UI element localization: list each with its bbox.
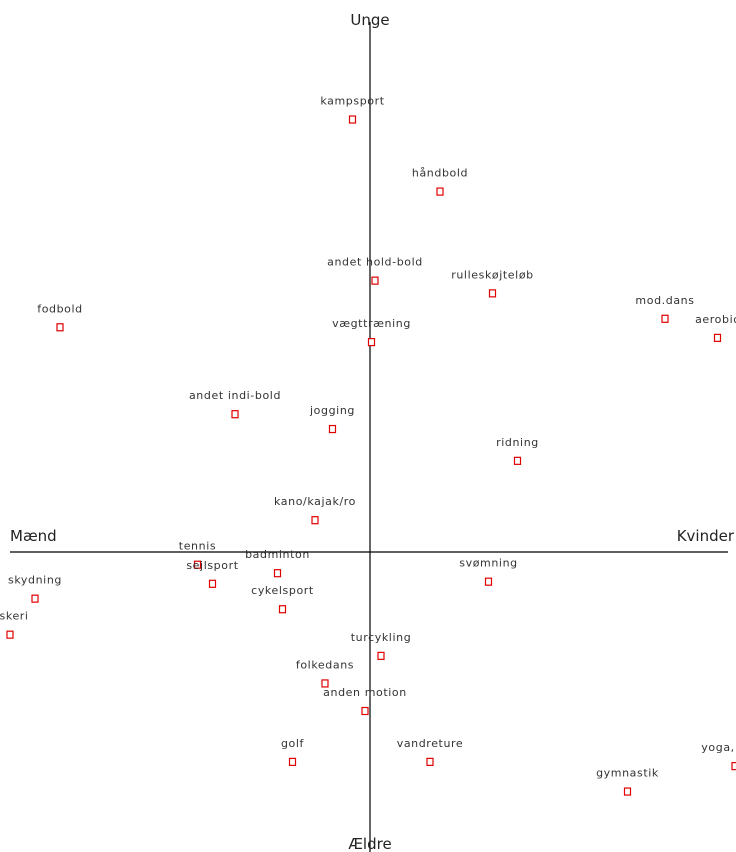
point-marker [193,560,202,569]
point-label: rulleskøjteløb [451,268,534,281]
point-marker [311,516,319,525]
point-label: folkedans [296,658,354,671]
point-marker [56,323,64,332]
point-gymnastik: gymnastik [596,767,659,796]
point-label: mod.dans [635,294,694,307]
point-marker [361,706,369,716]
point-ridning: ridning [496,436,539,465]
points-layer: kampsport håndbold andet hold-bold rulleskø… [0,95,736,796]
point-marker [273,569,282,578]
point-svømning: svømning [459,557,517,586]
point-aerobic: aerobic [695,313,736,342]
point-label: gymnastik [596,767,659,780]
point-marker [488,289,497,298]
axis-label-top: Unge [350,11,389,29]
point-label: fiskeri [0,610,29,623]
point-kampsport: kampsport [320,95,384,124]
point-label: svømning [459,557,517,570]
point-marker [231,410,239,419]
point-andet-hold-bold: andet hold-bold [327,256,423,285]
point-marker [371,276,379,285]
point-fodbold: fodbold [37,302,83,332]
point-marker [328,424,337,434]
point-marker [623,787,632,796]
point-anden-motion: anden motion [323,686,407,716]
point-marker [484,577,493,586]
point-golf: golf [281,737,305,766]
point-label: jogging [309,404,355,417]
point-sejlsport: sejlsport [186,559,238,588]
point-tennis: tennis [179,540,216,569]
point-label: andet hold-bold [327,256,423,269]
point-marker [426,757,434,766]
point-jogging: jogging [309,404,355,434]
point-label: anden motion [323,686,407,699]
point-label: ridning [496,436,539,449]
point-label: andet indi-bold [189,389,281,402]
point-vandreture: vandreture [397,737,464,766]
point-yoga-afsp: yoga, afsp. [701,741,736,771]
point-marker [367,338,376,347]
point-label: badminton [245,548,310,561]
point-label: vægttræning [332,317,411,330]
point-marker [436,187,444,196]
point-kano-kajak-ro: kano/kajak/ro [274,495,356,525]
point-label: tennis [179,540,216,553]
point-fiskeri: fiskeri [0,610,29,639]
point-label: cykelsport [251,584,314,597]
point-badminton: badminton [245,548,310,578]
point-label: skydning [8,574,62,587]
point-andet-indi-bold: andet indi-bold [189,389,281,419]
point-turcykling: turcykling [351,631,412,660]
axis-label-right: Kvinder [677,527,735,545]
point-folkedans: folkedans [296,658,354,688]
point-marker [288,757,297,766]
point-label: yoga, afsp. [701,741,736,754]
point-label: golf [281,737,305,750]
point-label: kampsport [320,95,384,108]
point-label: vandreture [397,737,464,750]
point-label: fodbold [37,302,83,315]
point-rulleskøjteløb: rulleskøjteløb [451,268,534,298]
point-label: kano/kajak/ro [274,495,356,508]
point-marker [348,115,357,124]
point-marker [377,651,385,660]
point-label: håndbold [412,167,468,180]
point-skydning: skydning [8,574,62,603]
point-håndbold: håndbold [412,167,468,196]
point-marker [6,630,14,639]
point-label: sejlsport [186,559,238,572]
point-vægttræning: vægttræning [332,317,411,347]
point-marker [278,605,287,614]
point-label: turcykling [351,631,412,644]
point-mod-dans: mod.dans [635,294,694,323]
axis-label-bottom: Ældre [348,835,391,852]
point-cykelsport: cykelsport [251,584,314,614]
axis-label-left: Mænd [10,527,57,545]
point-marker [321,679,329,688]
point-marker [31,594,39,603]
point-marker [713,333,722,342]
point-marker [731,762,736,771]
point-label: aerobic [695,313,736,326]
point-marker [208,579,217,588]
point-marker [661,314,669,323]
point-marker [513,456,522,465]
